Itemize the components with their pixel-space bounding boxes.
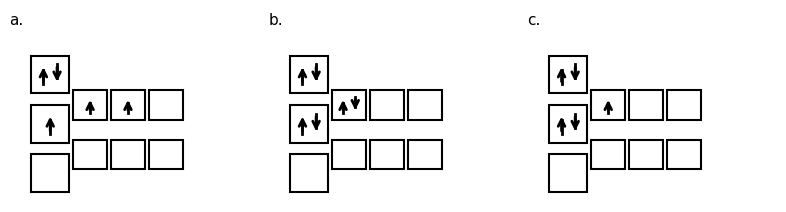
Bar — [629, 139, 663, 169]
Bar — [290, 105, 329, 142]
Bar — [31, 105, 69, 142]
Text: a.: a. — [9, 13, 24, 28]
Bar — [111, 90, 145, 120]
Text: b.: b. — [269, 13, 283, 28]
Bar — [591, 139, 625, 169]
Bar — [31, 154, 69, 192]
Bar — [591, 90, 625, 120]
Text: c.: c. — [527, 13, 541, 28]
Bar — [290, 56, 329, 93]
Bar — [549, 56, 587, 93]
Bar — [73, 139, 107, 169]
Bar — [73, 90, 107, 120]
Bar — [408, 90, 442, 120]
Bar — [667, 139, 701, 169]
Bar — [332, 139, 366, 169]
Bar — [408, 139, 442, 169]
Bar — [549, 154, 587, 192]
Bar — [549, 105, 587, 142]
Bar — [370, 139, 404, 169]
Bar — [290, 154, 329, 192]
Bar — [332, 90, 366, 120]
Bar — [370, 90, 404, 120]
Bar — [31, 56, 69, 93]
Bar — [629, 90, 663, 120]
Bar — [149, 90, 183, 120]
Bar — [111, 139, 145, 169]
Bar — [149, 139, 183, 169]
Bar — [667, 90, 701, 120]
